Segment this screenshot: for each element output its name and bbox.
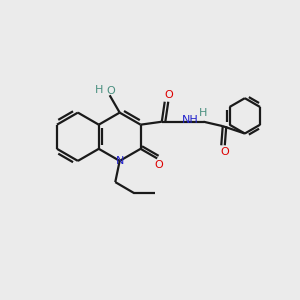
Text: NH: NH	[182, 115, 198, 125]
Text: H: H	[199, 108, 207, 118]
Text: O: O	[164, 90, 172, 100]
Text: H: H	[95, 85, 103, 95]
Text: O: O	[154, 160, 163, 170]
Text: N: N	[116, 156, 124, 166]
Text: O: O	[220, 147, 229, 157]
Text: O: O	[106, 85, 115, 96]
